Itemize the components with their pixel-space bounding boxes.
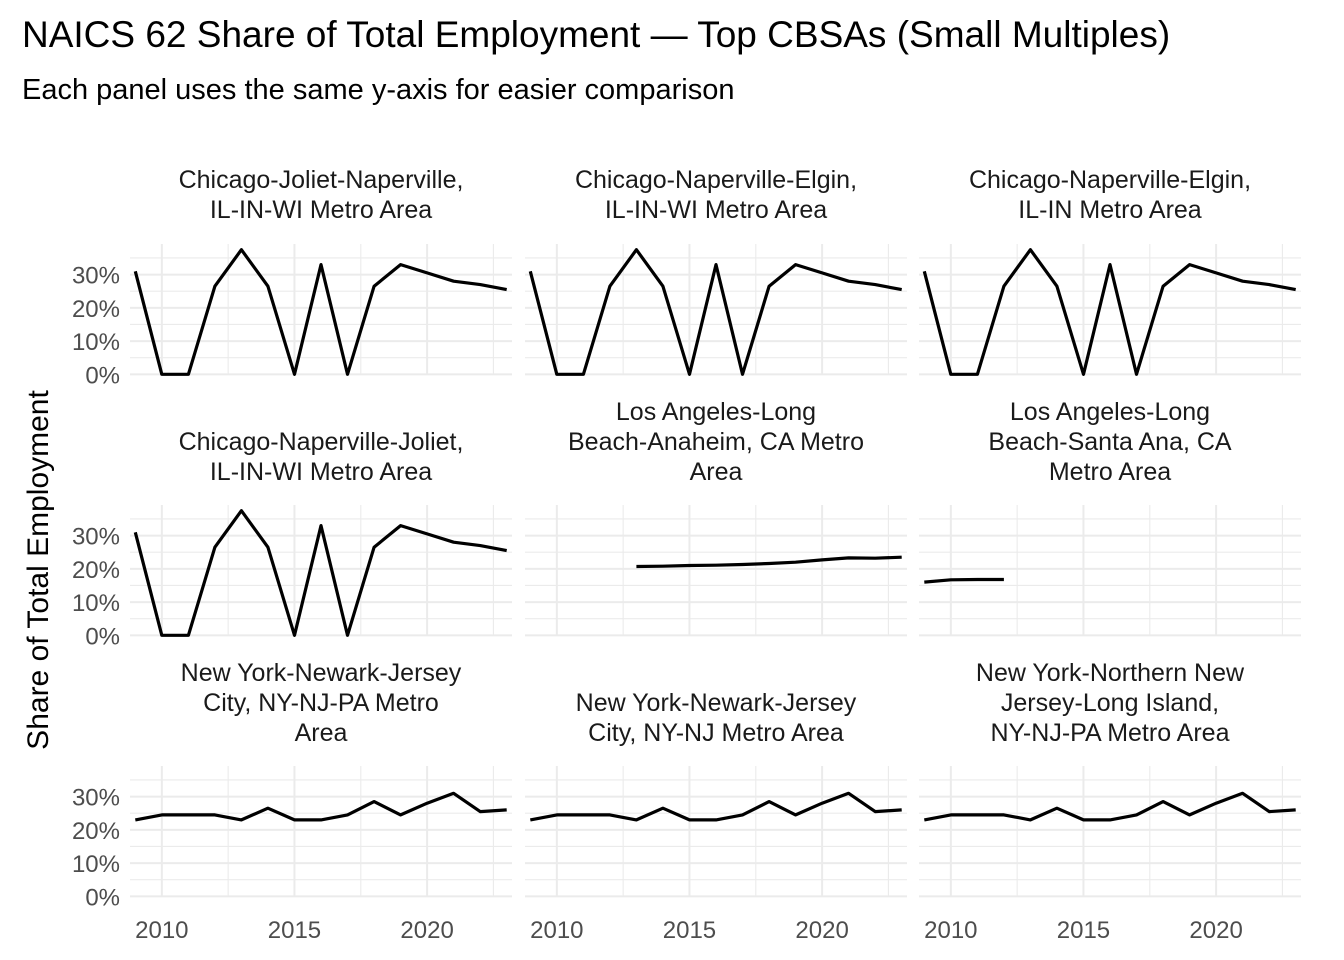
y-tick-label: 30%	[72, 263, 120, 290]
panel-4: Chicago-Naperville-Joliet,IL-IN-WI Metro…	[72, 428, 512, 650]
facet-strip-label: City, NY-NJ Metro Area	[588, 719, 844, 747]
y-axis-label: Share of Total Employment	[22, 390, 55, 750]
chart-title: NAICS 62 Share of Total Employment — Top…	[22, 14, 1171, 55]
y-tick-label: 20%	[72, 818, 120, 845]
x-tick-label: 2010	[924, 917, 977, 944]
y-tick-label: 0%	[85, 623, 120, 650]
x-tick-label: 2015	[268, 917, 321, 944]
facet-strip-label: Area	[295, 719, 348, 747]
x-tick-label: 2015	[663, 917, 716, 944]
series-line	[924, 791, 1296, 822]
facet-strip-label: Chicago-Joliet-Naperville,	[179, 166, 464, 194]
series-line	[528, 248, 902, 376]
facet-strip-label: Chicago-Naperville-Joliet,	[179, 428, 464, 456]
y-tick-label: 10%	[72, 590, 120, 617]
series-line	[135, 791, 507, 822]
facet-strip-label: Beach-Santa Ana, CA	[988, 428, 1232, 456]
series-line	[922, 248, 1296, 376]
facet-strip-label: Beach-Anaheim, CA Metro	[568, 428, 864, 456]
facet-strip-label: Jersey-Long Island,	[1001, 689, 1219, 717]
facet-strip-label: IL-IN Metro Area	[1018, 196, 1201, 224]
y-tick-label: 0%	[85, 884, 120, 911]
x-tick-label: 2020	[795, 917, 848, 944]
series-line	[133, 509, 507, 637]
y-tick-label: 20%	[72, 296, 120, 323]
facet-strip-label: IL-IN-WI Metro Area	[210, 458, 432, 486]
y-tick-label: 30%	[72, 524, 120, 551]
series-line	[530, 791, 902, 822]
facet-strip-label: IL-IN-WI Metro Area	[210, 196, 432, 224]
facet-strip-label: New York-Newark-Jersey	[181, 659, 462, 687]
y-tick-label: 0%	[85, 362, 120, 389]
panel-3: Chicago-Naperville-Elgin,IL-IN Metro Are…	[919, 166, 1301, 376]
y-tick-label: 30%	[72, 785, 120, 812]
x-tick-label: 2015	[1057, 917, 1110, 944]
facet-strip-label: New York-Newark-Jersey	[576, 689, 857, 717]
facet-strip-label: Metro Area	[1049, 458, 1171, 486]
chart-subtitle: Each panel uses the same y-axis for easi…	[22, 74, 735, 106]
x-tick-label: 2020	[400, 917, 453, 944]
facet-strip-label: Chicago-Naperville-Elgin,	[969, 166, 1251, 194]
facet-strip-label: Los Angeles-Long	[1010, 398, 1210, 426]
x-tick-label: 2010	[530, 917, 583, 944]
facet-strip-label: NY-NJ-PA Metro Area	[991, 719, 1230, 747]
series-line	[636, 555, 902, 569]
series-line	[924, 577, 1004, 584]
facet-strip-label: Area	[690, 458, 743, 486]
y-tick-label: 20%	[72, 557, 120, 584]
facet-strip-label: Los Angeles-Long	[616, 398, 816, 426]
panel-1: Chicago-Joliet-Naperville,IL-IN-WI Metro…	[72, 166, 512, 389]
facet-strip-label: New York-Northern New	[976, 659, 1245, 687]
facet-strip-label: Chicago-Naperville-Elgin,	[575, 166, 857, 194]
facet-strip-label: IL-IN-WI Metro Area	[605, 196, 827, 224]
y-tick-label: 10%	[72, 851, 120, 878]
x-tick-label: 2010	[135, 917, 188, 944]
x-tick-label: 2020	[1189, 917, 1242, 944]
y-tick-label: 10%	[72, 329, 120, 356]
panel-2: Chicago-Naperville-Elgin,IL-IN-WI Metro …	[525, 166, 907, 376]
facet-strip-label: City, NY-NJ-PA Metro	[203, 689, 439, 717]
series-line	[133, 248, 507, 376]
